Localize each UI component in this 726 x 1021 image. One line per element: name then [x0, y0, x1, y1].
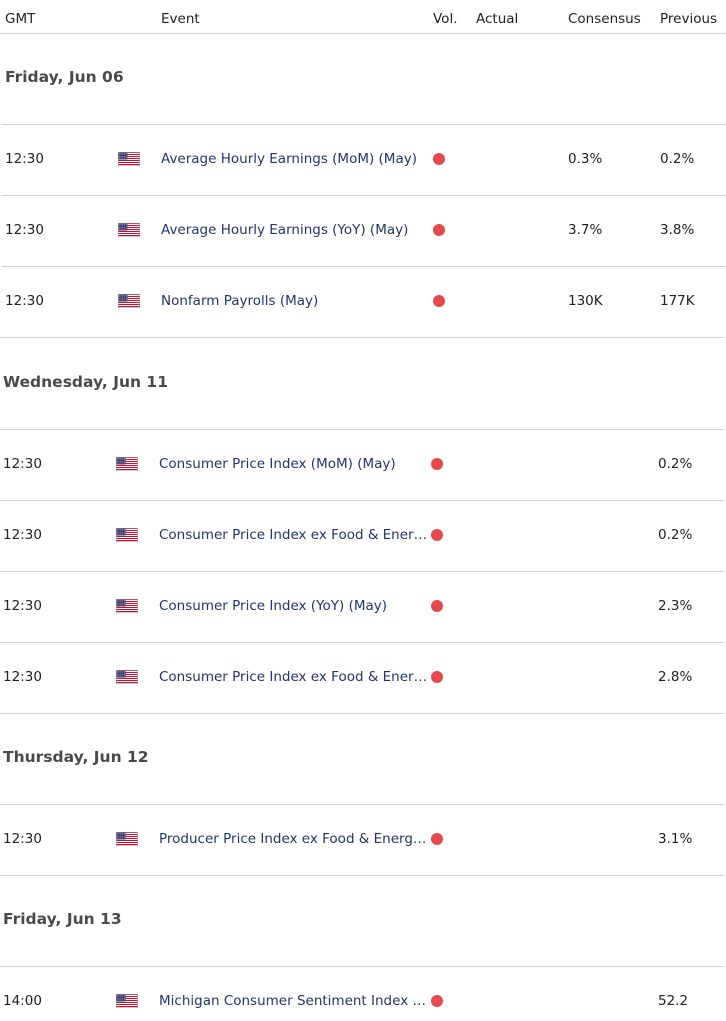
event-name-link[interactable]: Average Hourly Earnings (MoM) (May) [161, 151, 417, 167]
event-time: 12:30 [3, 598, 42, 614]
previous-value: 177K [660, 293, 695, 309]
high-volatility-indicator [431, 458, 443, 470]
row-divider [2, 124, 726, 125]
event-time: 12:30 [5, 151, 44, 167]
previous-value: 52.2 [658, 993, 689, 1009]
high-volatility-indicator [431, 833, 443, 845]
event-time: 12:30 [5, 222, 44, 238]
event-name-link[interactable]: Consumer Price Index ex Food & Ener… [159, 527, 428, 543]
row-divider [2, 195, 726, 196]
us-flag-icon [116, 670, 138, 684]
high-volatility-indicator [431, 671, 443, 683]
date-header: Friday, Jun 06 [5, 68, 124, 86]
high-volatility-indicator [433, 224, 445, 236]
us-flag-icon [116, 457, 138, 471]
event-time: 14:00 [3, 993, 42, 1009]
us-flag-icon [116, 599, 138, 613]
us-flag-icon [116, 528, 138, 542]
date-header: Wednesday, Jun 11 [3, 373, 168, 391]
consensus-value: 130K [568, 293, 603, 309]
event-name-link[interactable]: Michigan Consumer Sentiment Index … [159, 993, 426, 1009]
event-name-link[interactable]: Average Hourly Earnings (YoY) (May) [161, 222, 409, 238]
previous-value: 3.8% [660, 222, 695, 238]
event-name-link[interactable]: Consumer Price Index ex Food & Ener… [159, 669, 428, 685]
previous-value: 2.3% [658, 598, 693, 614]
previous-value: 3.1% [658, 831, 693, 847]
event-time: 12:30 [3, 831, 42, 847]
us-flag-icon [118, 152, 140, 166]
row-divider [0, 500, 724, 501]
column-header-vol[interactable]: Vol. [433, 11, 458, 27]
event-name-link[interactable]: Consumer Price Index (YoY) (May) [159, 598, 388, 614]
column-header-consensus[interactable]: Consensus [568, 11, 641, 27]
us-flag-icon [118, 294, 140, 308]
column-header-gmt[interactable]: GMT [5, 11, 36, 27]
event-time: 12:30 [3, 527, 42, 543]
header-divider [0, 33, 726, 34]
event-name-link[interactable]: Producer Price Index ex Food & Energy… [159, 831, 431, 847]
row-divider [2, 266, 726, 267]
column-header-actual[interactable]: Actual [476, 11, 519, 27]
event-time: 12:30 [3, 669, 42, 685]
column-header-previous[interactable]: Previous [660, 11, 718, 27]
row-divider [0, 571, 724, 572]
section-divider [0, 337, 724, 338]
event-name-link[interactable]: Consumer Price Index (MoM) (May) [159, 456, 396, 472]
high-volatility-indicator [431, 529, 443, 541]
consensus-value: 3.7% [568, 222, 603, 238]
event-time: 12:30 [3, 456, 42, 472]
us-flag-icon [116, 994, 138, 1008]
section-divider [0, 875, 724, 876]
previous-value: 0.2% [660, 151, 695, 167]
high-volatility-indicator [433, 295, 445, 307]
previous-value: 2.8% [658, 669, 693, 685]
row-divider [0, 429, 724, 430]
row-divider [0, 804, 724, 805]
event-time: 12:30 [5, 293, 44, 309]
high-volatility-indicator [431, 995, 443, 1007]
us-flag-icon [118, 223, 140, 237]
previous-value: 0.2% [658, 527, 693, 543]
row-divider [0, 966, 724, 967]
date-header: Thursday, Jun 12 [3, 748, 149, 766]
row-divider [0, 642, 724, 643]
us-flag-icon [116, 832, 138, 846]
high-volatility-indicator [431, 600, 443, 612]
date-header: Friday, Jun 13 [3, 910, 122, 928]
previous-value: 0.2% [658, 456, 693, 472]
consensus-value: 0.3% [568, 151, 603, 167]
section-divider [0, 713, 724, 714]
high-volatility-indicator [433, 153, 445, 165]
column-header-event[interactable]: Event [161, 11, 200, 27]
event-name-link[interactable]: Nonfarm Payrolls (May) [161, 293, 319, 309]
